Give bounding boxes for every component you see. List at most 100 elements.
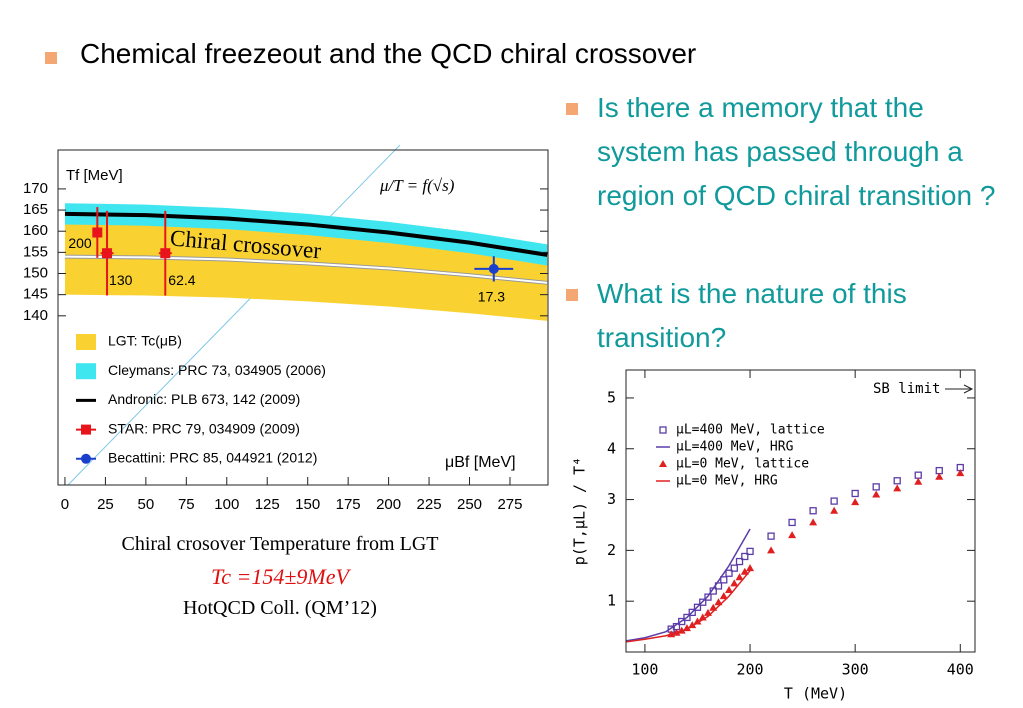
- y-tick-label: 1: [607, 592, 616, 610]
- marker: [767, 532, 775, 540]
- x-axis-label: T (MeV): [784, 685, 847, 703]
- y-tick-label: 2: [607, 541, 616, 559]
- y-tick-label: 3: [607, 490, 616, 508]
- legend-marker: [81, 453, 91, 464]
- x-tick-label: 0: [61, 496, 69, 513]
- marker: [746, 564, 755, 572]
- x-axis-label: μBf [MeV]: [445, 454, 516, 471]
- x-tick-label: 25: [97, 496, 114, 513]
- legend-label: Andronic: PLB 673, 142 (2009): [108, 391, 300, 407]
- marker: [788, 531, 797, 539]
- line: [625, 528, 751, 642]
- marker: [740, 567, 749, 575]
- legend-label: μL=0 MeV, lattice: [676, 457, 809, 472]
- marker: [488, 263, 499, 274]
- point-label: 62.4: [168, 272, 195, 288]
- marker: [741, 552, 749, 561]
- caption-formula: Tc =154±9MeV: [211, 564, 349, 589]
- caption: HotQCD Coll. (QM’12): [183, 597, 377, 619]
- marker: [893, 477, 901, 485]
- y-tick-label: 145: [23, 286, 48, 303]
- marker: [160, 248, 171, 259]
- plot-frame: [57, 149, 549, 486]
- y-axis-label: p(T,μL) / T⁴: [571, 457, 589, 565]
- x-tick-label: 175: [336, 496, 361, 513]
- marker: [956, 469, 965, 477]
- x-tick-label: 400: [947, 661, 974, 679]
- marker: [872, 490, 881, 498]
- y-tick-label: 150: [23, 264, 48, 281]
- marker: [683, 613, 691, 622]
- marker: [746, 547, 754, 556]
- legend-label: μL=0 MeV, HRG: [676, 474, 778, 489]
- legend-marker: [659, 460, 667, 467]
- legend-label: STAR: PRC 79, 034909 (2009): [108, 420, 300, 436]
- marker: [725, 586, 734, 594]
- marker: [725, 569, 733, 577]
- legend-label: LGT: Tc(μB): [108, 333, 182, 349]
- marker: [102, 248, 113, 259]
- marker: [730, 579, 739, 587]
- y-tick-label: 165: [23, 201, 48, 218]
- y-tick-label: 155: [23, 243, 48, 260]
- marker: [719, 592, 728, 600]
- legend-label: Becattini: PRC 85, 044921 (2012): [108, 450, 317, 466]
- legend-marker: [659, 426, 667, 434]
- marker: [767, 546, 776, 554]
- legend-swatch: [76, 363, 96, 380]
- marker: [893, 484, 902, 492]
- x-tick-label: 250: [457, 496, 482, 513]
- x-tick-label: 200: [376, 496, 401, 513]
- x-tick-label: 200: [736, 661, 763, 679]
- marker: [699, 598, 707, 606]
- bullet-marker: [45, 52, 57, 64]
- y-tick-label: 5: [607, 388, 616, 406]
- marker: [704, 593, 712, 601]
- marker: [693, 603, 702, 611]
- legend-marker: [81, 424, 91, 435]
- marker: [92, 227, 103, 238]
- y-tick-label: 4: [607, 439, 616, 457]
- legend-label: μL=400 MeV, HRG: [676, 440, 794, 455]
- marker: [730, 564, 738, 572]
- x-tick-label: 75: [178, 496, 195, 513]
- legend-label: Cleymans: PRC 73, 034905 (2006): [108, 362, 326, 378]
- annotation: SB limit: [873, 381, 940, 397]
- annotation-arrow: [945, 384, 974, 394]
- caption: Chiral crosover Temperature from LGT: [121, 533, 439, 555]
- point-label: 200: [68, 235, 92, 251]
- plot-frame: [625, 369, 976, 653]
- marker: [788, 518, 796, 527]
- marker: [851, 498, 860, 506]
- marker: [688, 608, 696, 617]
- legend-swatch: [76, 334, 96, 350]
- band: [64, 203, 548, 266]
- marker: [914, 477, 923, 485]
- marker: [872, 483, 880, 491]
- x-tick-label: 150: [295, 496, 320, 513]
- bullet-text: Is there a memory that the system has pa…: [597, 92, 996, 211]
- x-tick-label: 100: [214, 496, 239, 513]
- marker: [914, 471, 922, 479]
- marker: [851, 489, 859, 498]
- marker: [830, 497, 838, 505]
- bullet-text: What is the nature of this transition?: [597, 278, 907, 353]
- x-tick-label: 125: [255, 496, 280, 513]
- marker: [935, 472, 944, 480]
- y-tick-label: 170: [23, 180, 48, 197]
- marker: [830, 506, 839, 514]
- marker: [735, 557, 744, 566]
- point-label: 130: [109, 272, 133, 288]
- point-label: 17.3: [478, 289, 505, 305]
- x-tick-label: 50: [138, 496, 155, 513]
- line: [64, 211, 548, 257]
- annotation: μ/T = f(√s): [379, 176, 455, 195]
- center-line: [64, 255, 548, 284]
- x-tick-label: 225: [417, 496, 442, 513]
- x-tick-label: 275: [497, 496, 522, 513]
- marker: [735, 573, 744, 581]
- mu-over-t-line: [67, 144, 401, 486]
- line: [625, 570, 751, 643]
